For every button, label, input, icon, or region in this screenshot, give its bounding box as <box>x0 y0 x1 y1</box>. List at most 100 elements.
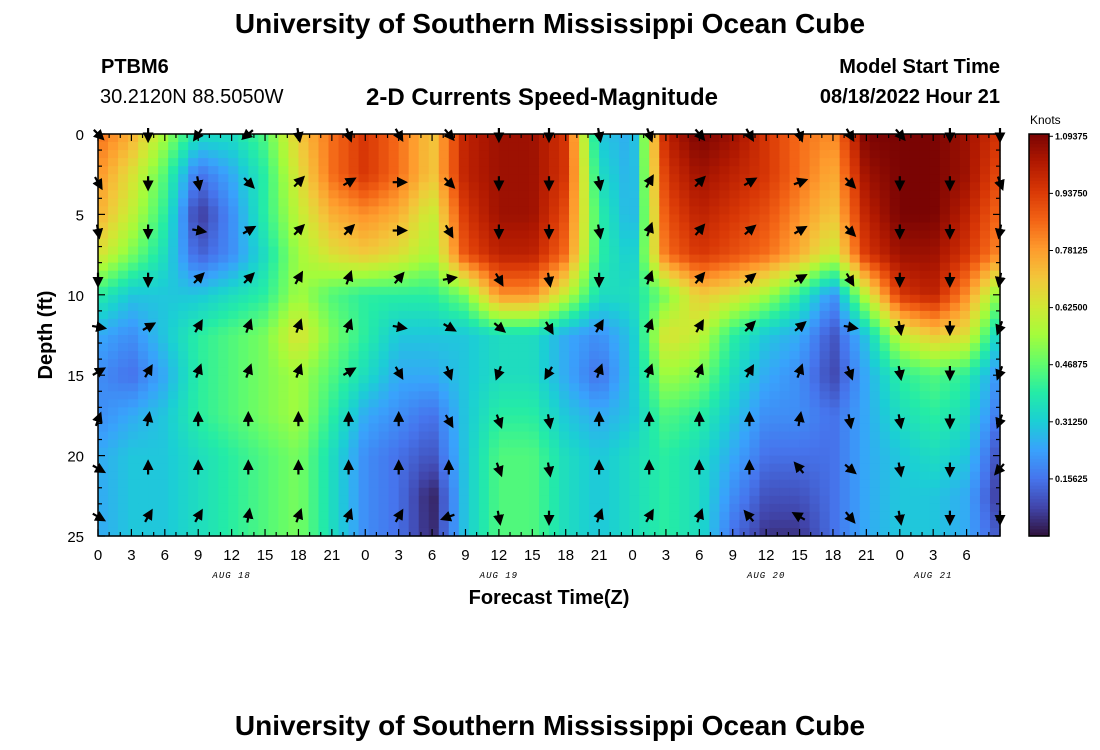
heatmap-cell <box>188 294 199 304</box>
heatmap-cell <box>849 286 861 296</box>
heatmap-cell <box>148 375 159 384</box>
heatmap-cell <box>569 503 580 513</box>
heatmap-cell <box>388 134 400 143</box>
heatmap-cell <box>508 150 520 159</box>
heatmap-cell <box>338 246 350 256</box>
heatmap-cell <box>789 294 801 304</box>
heatmap-cell <box>879 359 891 368</box>
heatmap-cell <box>589 294 600 304</box>
heatmap-cell <box>829 487 841 497</box>
heatmap-cell <box>418 519 430 529</box>
heatmap-cell <box>368 286 380 296</box>
heatmap-cell <box>829 206 841 215</box>
heatmap-cell <box>589 318 600 328</box>
heatmap-cell <box>488 479 500 489</box>
heatmap-cell <box>609 254 620 264</box>
current-vector-arrow <box>693 318 704 333</box>
heatmap-cell <box>699 302 710 312</box>
heatmap-cell <box>458 230 470 240</box>
heatmap-cell <box>298 270 310 280</box>
heatmap-cell <box>538 399 550 408</box>
heatmap-cell <box>428 310 440 320</box>
heatmap-cell <box>318 415 330 425</box>
heatmap-cell <box>559 407 570 416</box>
heatmap-cell <box>719 230 730 240</box>
heatmap-cell <box>178 230 189 240</box>
heatmap-cell <box>819 182 831 191</box>
heatmap-cell <box>338 326 350 336</box>
heatmap-cell <box>498 487 510 497</box>
current-vector-arrow <box>843 321 859 333</box>
heatmap-cell <box>358 343 370 352</box>
heatmap-cell <box>779 134 791 143</box>
heatmap-cell <box>118 302 129 312</box>
heatmap-cell <box>268 479 279 489</box>
heatmap-cell <box>188 206 199 215</box>
heatmap-cell <box>518 190 530 199</box>
heatmap-cell <box>448 158 460 167</box>
heatmap-cell <box>649 134 660 143</box>
x-tick-label: 12 <box>223 547 240 564</box>
heatmap-cell <box>669 487 680 497</box>
heatmap-cell <box>969 294 981 304</box>
heatmap-cell <box>108 174 119 183</box>
heatmap-cell <box>839 391 851 400</box>
heatmap-cell <box>839 359 851 368</box>
heatmap-cell <box>839 182 851 191</box>
heatmap-cell <box>258 278 269 288</box>
heatmap-cell <box>188 471 199 481</box>
heatmap-cell <box>178 391 189 400</box>
x-tick-label: 15 <box>524 547 541 564</box>
heatmap-cell <box>368 134 380 143</box>
heatmap-cell <box>629 455 640 465</box>
colorbar-segment <box>1029 154 1049 159</box>
heatmap-cell <box>518 134 530 143</box>
heatmap-cell <box>749 302 761 312</box>
heatmap-cell <box>118 310 129 320</box>
heatmap-cell <box>739 262 751 272</box>
heatmap-cell <box>118 399 129 408</box>
heatmap-cell <box>769 150 781 159</box>
heatmap-cell <box>679 246 690 256</box>
heatmap-cell <box>438 262 450 272</box>
heatmap-cell <box>158 222 169 232</box>
heatmap-cell <box>759 375 771 384</box>
heatmap-cell <box>979 182 991 191</box>
heatmap-cell <box>639 503 650 513</box>
heatmap-cell <box>979 302 991 312</box>
heatmap-cell <box>328 174 340 183</box>
heatmap-cell <box>538 351 550 360</box>
heatmap-cell <box>659 439 670 449</box>
heatmap-cell <box>538 214 550 224</box>
heatmap-cell <box>799 391 811 400</box>
heatmap-cell <box>408 367 420 376</box>
heatmap-cell <box>518 310 530 320</box>
heatmap-cell <box>589 326 600 336</box>
heatmap-cell <box>458 198 470 207</box>
heatmap-cell <box>559 351 570 360</box>
heatmap-cell <box>218 407 229 416</box>
heatmap-cell <box>428 479 440 489</box>
heatmap-cell <box>228 375 239 384</box>
heatmap-cell <box>478 310 490 320</box>
heatmap-cell <box>979 423 991 433</box>
heatmap-cell <box>579 270 590 280</box>
heatmap-cell <box>749 310 761 320</box>
heatmap-cell <box>428 206 440 215</box>
heatmap-cell <box>649 190 660 199</box>
heatmap-cell <box>148 423 159 433</box>
heatmap-cell <box>589 399 600 408</box>
heatmap-cell <box>348 214 360 224</box>
colorbar-segment <box>1029 268 1049 272</box>
heatmap-cell <box>919 383 931 392</box>
heatmap-cell <box>498 286 510 296</box>
heatmap-cell <box>739 254 751 264</box>
heatmap-cell <box>258 174 269 183</box>
heatmap-cell <box>328 262 340 272</box>
heatmap-cell <box>879 230 891 240</box>
heatmap-cell <box>328 294 340 304</box>
heatmap-cell <box>649 391 660 400</box>
heatmap-cell <box>128 246 139 256</box>
heatmap-cell <box>448 495 460 505</box>
chart-title: University of Southern Mississippi Ocean… <box>234 8 866 39</box>
